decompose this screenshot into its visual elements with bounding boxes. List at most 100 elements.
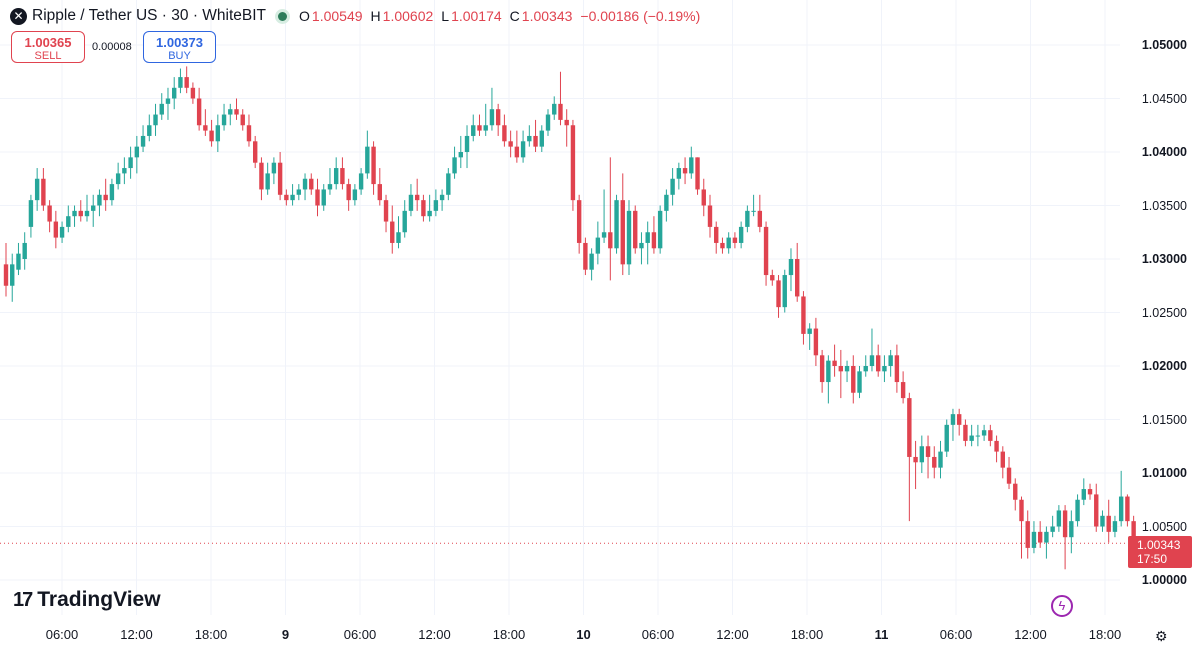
candle[interactable] (552, 96, 557, 120)
candle[interactable] (745, 205, 750, 233)
candle[interactable] (826, 355, 831, 404)
candle[interactable] (103, 178, 108, 211)
candle[interactable] (383, 194, 389, 233)
candle[interactable] (1019, 496, 1024, 559)
candle[interactable] (657, 205, 663, 254)
candle[interactable] (527, 125, 532, 147)
candle[interactable] (682, 157, 688, 185)
candle[interactable] (28, 194, 34, 238)
tradingview-logo[interactable]: 17 TradingView (13, 588, 161, 612)
candle[interactable] (290, 184, 295, 206)
candle[interactable] (221, 103, 227, 131)
candle[interactable] (1062, 505, 1068, 570)
candle[interactable] (882, 355, 887, 383)
candle[interactable] (471, 114, 476, 142)
candle[interactable] (1006, 456, 1012, 490)
candle[interactable] (1112, 515, 1118, 538)
candle[interactable] (714, 221, 719, 254)
candle[interactable] (53, 210, 59, 249)
candle[interactable] (894, 344, 900, 393)
candle[interactable] (770, 269, 775, 286)
candle[interactable] (333, 157, 339, 190)
candle[interactable] (408, 184, 414, 217)
candle[interactable] (41, 168, 46, 211)
candle[interactable] (807, 323, 812, 350)
candle[interactable] (109, 178, 115, 206)
candle[interactable] (570, 119, 576, 211)
candle[interactable] (956, 408, 962, 436)
candle[interactable] (938, 440, 943, 479)
candle[interactable] (421, 194, 426, 222)
candle[interactable] (284, 189, 289, 206)
candle[interactable] (626, 200, 632, 276)
candle[interactable] (259, 157, 264, 201)
candle[interactable] (72, 205, 77, 227)
candle[interactable] (763, 221, 769, 286)
candle[interactable] (483, 103, 488, 136)
candle[interactable] (508, 130, 513, 158)
candle[interactable] (439, 189, 445, 211)
candle[interactable] (296, 184, 302, 201)
candle[interactable] (253, 135, 258, 169)
candle[interactable] (209, 119, 214, 147)
candle[interactable] (851, 355, 856, 404)
candle[interactable] (869, 328, 875, 372)
candle[interactable] (66, 205, 71, 233)
candle[interactable] (913, 440, 918, 490)
candle[interactable] (147, 114, 152, 142)
candle[interactable] (78, 200, 83, 222)
candle[interactable] (1118, 470, 1124, 527)
candle[interactable] (1025, 510, 1030, 559)
candle[interactable] (788, 248, 794, 292)
candle[interactable] (963, 419, 968, 447)
candle[interactable] (645, 221, 650, 265)
candle[interactable] (633, 205, 638, 254)
candle[interactable] (726, 232, 731, 254)
candle[interactable] (22, 232, 27, 270)
candle[interactable] (358, 168, 364, 195)
candle[interactable] (128, 146, 133, 179)
candle[interactable] (1013, 478, 1018, 511)
candle[interactable] (502, 114, 507, 147)
candle[interactable] (614, 194, 619, 254)
candle[interactable] (277, 152, 283, 201)
candle[interactable] (988, 424, 993, 447)
candle[interactable] (533, 119, 538, 152)
candle[interactable] (1125, 494, 1130, 527)
candle[interactable] (446, 168, 451, 201)
candle[interactable] (97, 189, 102, 217)
candle[interactable] (564, 109, 569, 147)
candle[interactable] (732, 232, 738, 249)
candle[interactable] (165, 87, 171, 120)
candle[interactable] (1075, 494, 1080, 527)
candle[interactable] (944, 419, 949, 457)
candle[interactable] (203, 109, 208, 136)
candle[interactable] (265, 162, 270, 195)
candle[interactable] (876, 344, 881, 377)
candle[interactable] (140, 125, 146, 152)
candle[interactable] (1094, 483, 1099, 532)
candle[interactable] (832, 344, 837, 377)
candle[interactable] (589, 248, 594, 281)
sell-button[interactable]: 1.00365 SELL (11, 31, 85, 63)
candle[interactable] (539, 125, 544, 152)
candle[interactable] (801, 291, 806, 345)
candle[interactable] (520, 130, 526, 163)
candle[interactable] (352, 184, 358, 206)
candle[interactable] (196, 87, 202, 131)
candle[interactable] (639, 232, 644, 265)
candle[interactable] (1106, 499, 1111, 543)
candle[interactable] (215, 114, 221, 152)
candle[interactable] (676, 162, 682, 190)
candle[interactable] (371, 141, 376, 195)
candle[interactable] (795, 242, 800, 302)
candle[interactable] (620, 173, 625, 276)
candle[interactable] (1031, 521, 1037, 554)
candle[interactable] (751, 194, 756, 217)
candle[interactable] (981, 424, 987, 441)
candle[interactable] (1050, 515, 1055, 538)
candle[interactable] (271, 157, 277, 185)
candle[interactable] (178, 68, 183, 94)
candle[interactable] (414, 178, 420, 211)
candle[interactable] (695, 157, 700, 195)
